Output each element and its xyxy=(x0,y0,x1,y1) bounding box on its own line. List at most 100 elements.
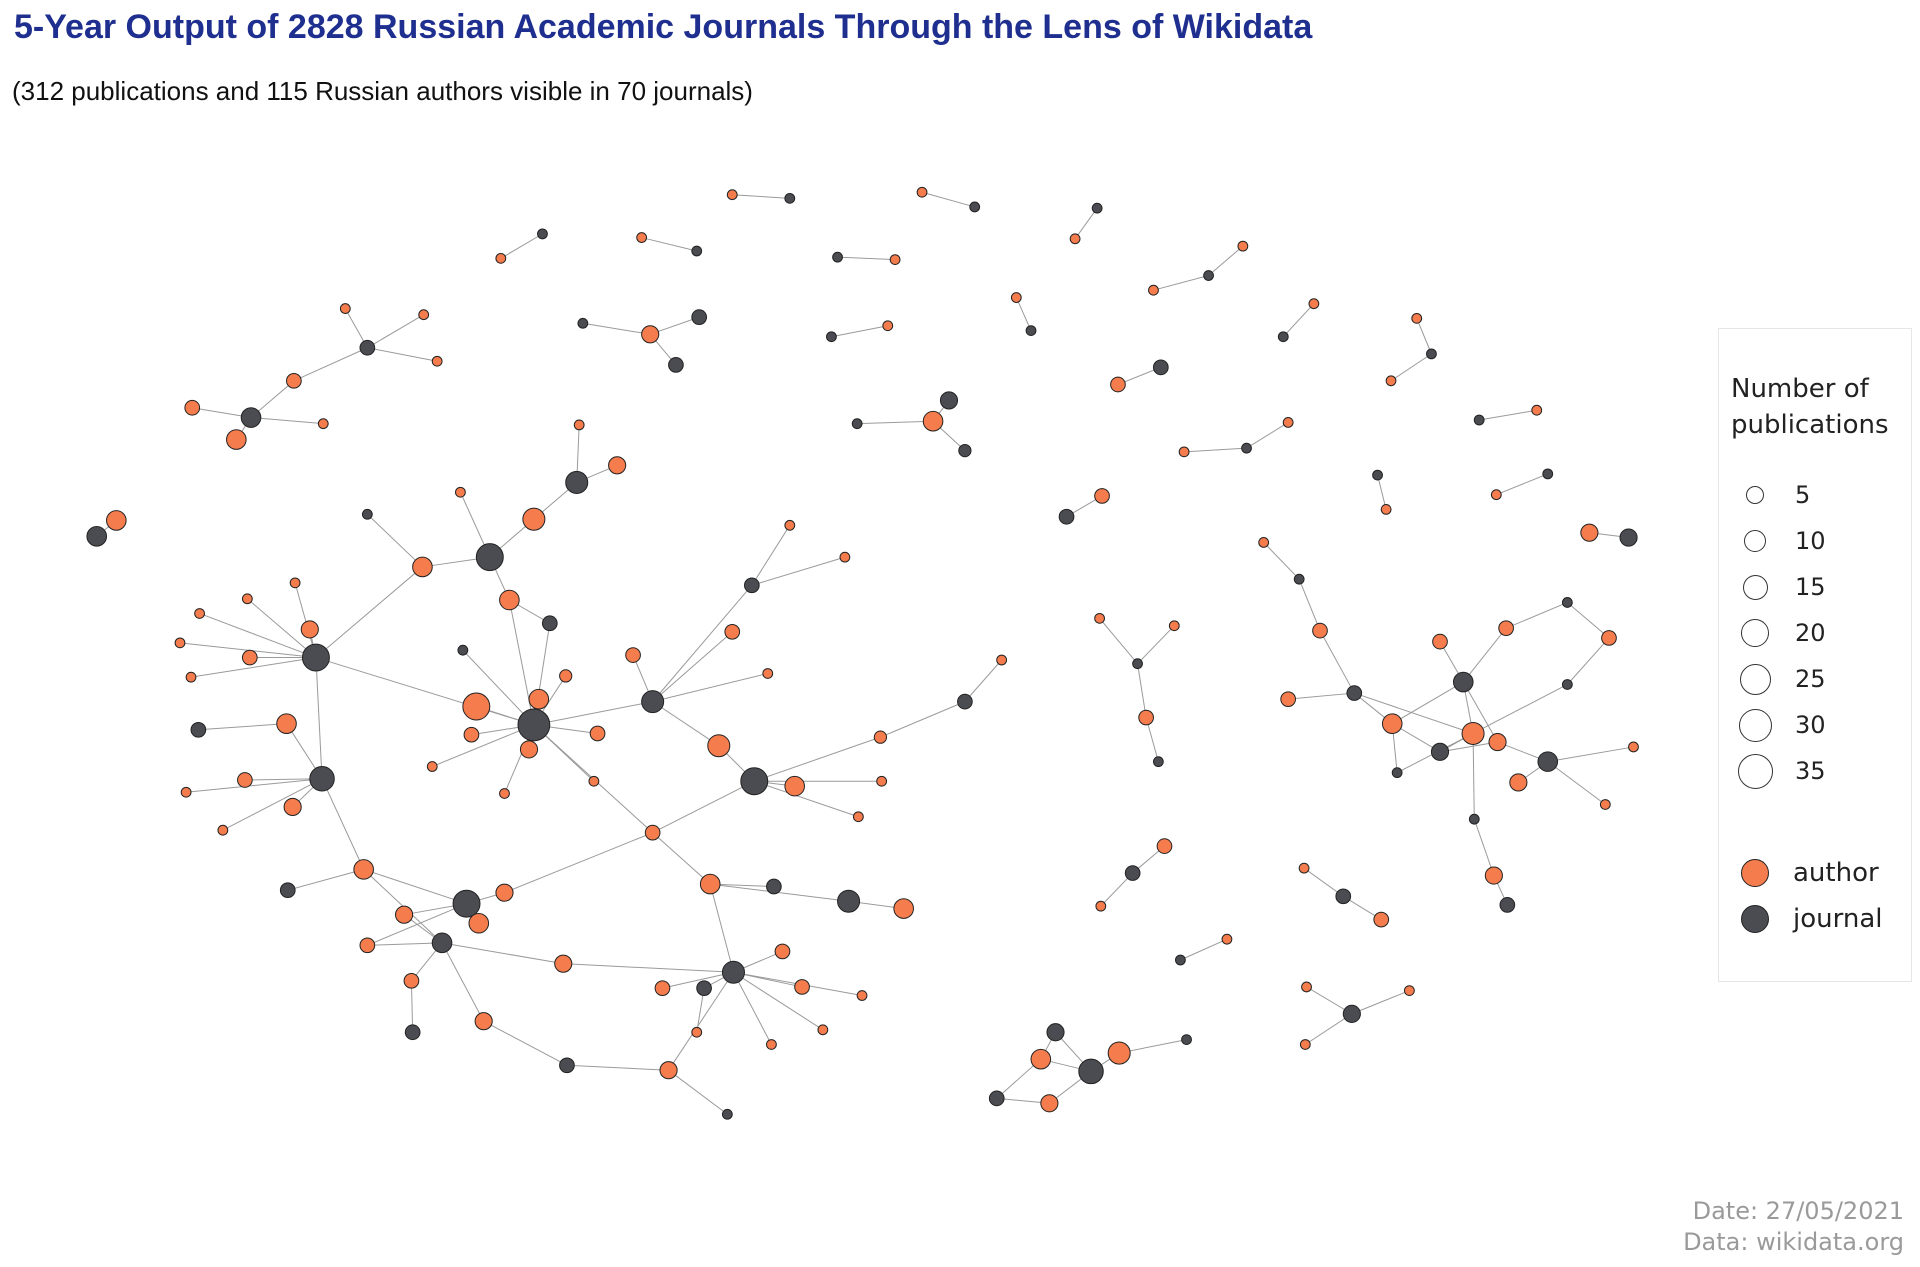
author-node xyxy=(1380,503,1392,515)
journal-node xyxy=(826,331,837,343)
author-node xyxy=(1280,691,1297,708)
graph-edge xyxy=(367,513,423,568)
author-node xyxy=(1094,488,1110,504)
author-node xyxy=(1110,376,1126,393)
footer: Date: 27/05/2021 Data: wikidata.org xyxy=(1683,1196,1904,1258)
graph-edge xyxy=(363,868,467,905)
graph-edge xyxy=(190,657,316,678)
graph-edge xyxy=(287,868,364,891)
author-node xyxy=(794,979,810,995)
author-node xyxy=(276,713,297,734)
author-node xyxy=(185,671,197,683)
journal-node xyxy=(565,470,589,494)
author-node xyxy=(1411,312,1423,324)
legend-title-line2: publications xyxy=(1731,410,1889,440)
graph-edge xyxy=(751,556,846,586)
author-node xyxy=(184,399,201,416)
author-node xyxy=(774,943,791,960)
author-node xyxy=(1298,862,1310,874)
graph-nodes xyxy=(86,186,1639,1120)
legend-journal-dot xyxy=(1741,905,1769,933)
author-node xyxy=(1490,489,1502,501)
author-node xyxy=(1168,620,1180,632)
footer-date: Date: 27/05/2021 xyxy=(1692,1197,1904,1225)
graph-edge xyxy=(710,883,774,888)
graph-edge xyxy=(1184,447,1247,453)
author-node xyxy=(1178,446,1190,458)
journal-node xyxy=(1132,658,1143,670)
journal-node xyxy=(988,1090,1005,1107)
journal-node xyxy=(1152,359,1169,376)
legend-type-author: author xyxy=(1719,853,1909,893)
graph-edge xyxy=(504,832,653,894)
author-node xyxy=(1301,981,1312,993)
author-node xyxy=(522,507,546,531)
author-node xyxy=(431,355,443,367)
journal-node xyxy=(1426,348,1437,360)
journal-node xyxy=(537,228,548,240)
author-node xyxy=(559,669,573,683)
author-node xyxy=(1299,1039,1311,1050)
journal-node xyxy=(939,391,959,410)
legend-size-circle xyxy=(1741,619,1769,647)
graph-edge xyxy=(837,256,896,261)
graph-edge xyxy=(1496,473,1548,496)
author-node xyxy=(726,189,738,201)
legend-size-circle xyxy=(1739,709,1772,742)
journal-node xyxy=(958,443,972,458)
graph-edge xyxy=(921,191,975,208)
journal-node xyxy=(721,960,745,984)
journal-node xyxy=(431,932,453,954)
graph-edge xyxy=(751,525,791,586)
author-node xyxy=(1498,620,1514,637)
author-node xyxy=(641,325,660,344)
legend-author-label: author xyxy=(1793,858,1879,888)
graph-edge xyxy=(1153,275,1209,291)
author-node xyxy=(241,593,253,605)
journal-node xyxy=(1124,865,1141,881)
journal-node xyxy=(1175,954,1186,966)
author-node xyxy=(625,647,641,663)
graph-edge xyxy=(652,832,711,885)
journal-node xyxy=(1561,597,1573,608)
graph-edge xyxy=(733,972,772,1045)
journal-node xyxy=(1468,813,1480,825)
author-node xyxy=(1601,630,1617,646)
author-node xyxy=(659,1061,678,1080)
graph-edge xyxy=(1319,630,1355,694)
graph-edge xyxy=(857,420,934,425)
journal-node xyxy=(1241,442,1252,454)
journal-node xyxy=(1342,1004,1361,1023)
chart-title: 5-Year Output of 2828 Russian Academic J… xyxy=(14,8,1313,46)
journal-node xyxy=(641,690,665,714)
journal-node xyxy=(279,882,296,899)
graph-edge xyxy=(321,778,365,870)
graph-edge xyxy=(1298,578,1321,631)
legend-size-label: 30 xyxy=(1795,711,1826,739)
author-node xyxy=(784,775,805,797)
graph-edge xyxy=(441,942,564,965)
graph-edge xyxy=(250,417,324,425)
journal-node xyxy=(86,526,108,547)
graph-edge xyxy=(1472,733,1475,820)
journal-node xyxy=(1152,756,1164,768)
journal-node xyxy=(691,245,703,257)
author-node xyxy=(608,456,627,475)
journal-node xyxy=(969,201,981,213)
author-node xyxy=(241,649,258,666)
graph-edge xyxy=(1473,819,1495,876)
author-node xyxy=(856,990,868,1001)
graph-edge xyxy=(1137,663,1147,718)
graph-edge xyxy=(831,325,888,338)
author-node xyxy=(889,254,901,265)
journal-node xyxy=(1537,751,1559,772)
graph-edge xyxy=(662,971,734,989)
journal-node xyxy=(559,1057,575,1074)
author-node xyxy=(839,551,851,563)
graph-edge xyxy=(1208,245,1244,276)
journal-node xyxy=(1499,897,1516,913)
graph-edge xyxy=(500,233,543,259)
author-node xyxy=(817,1024,829,1036)
author-node xyxy=(654,980,671,997)
journal-node xyxy=(851,418,863,430)
